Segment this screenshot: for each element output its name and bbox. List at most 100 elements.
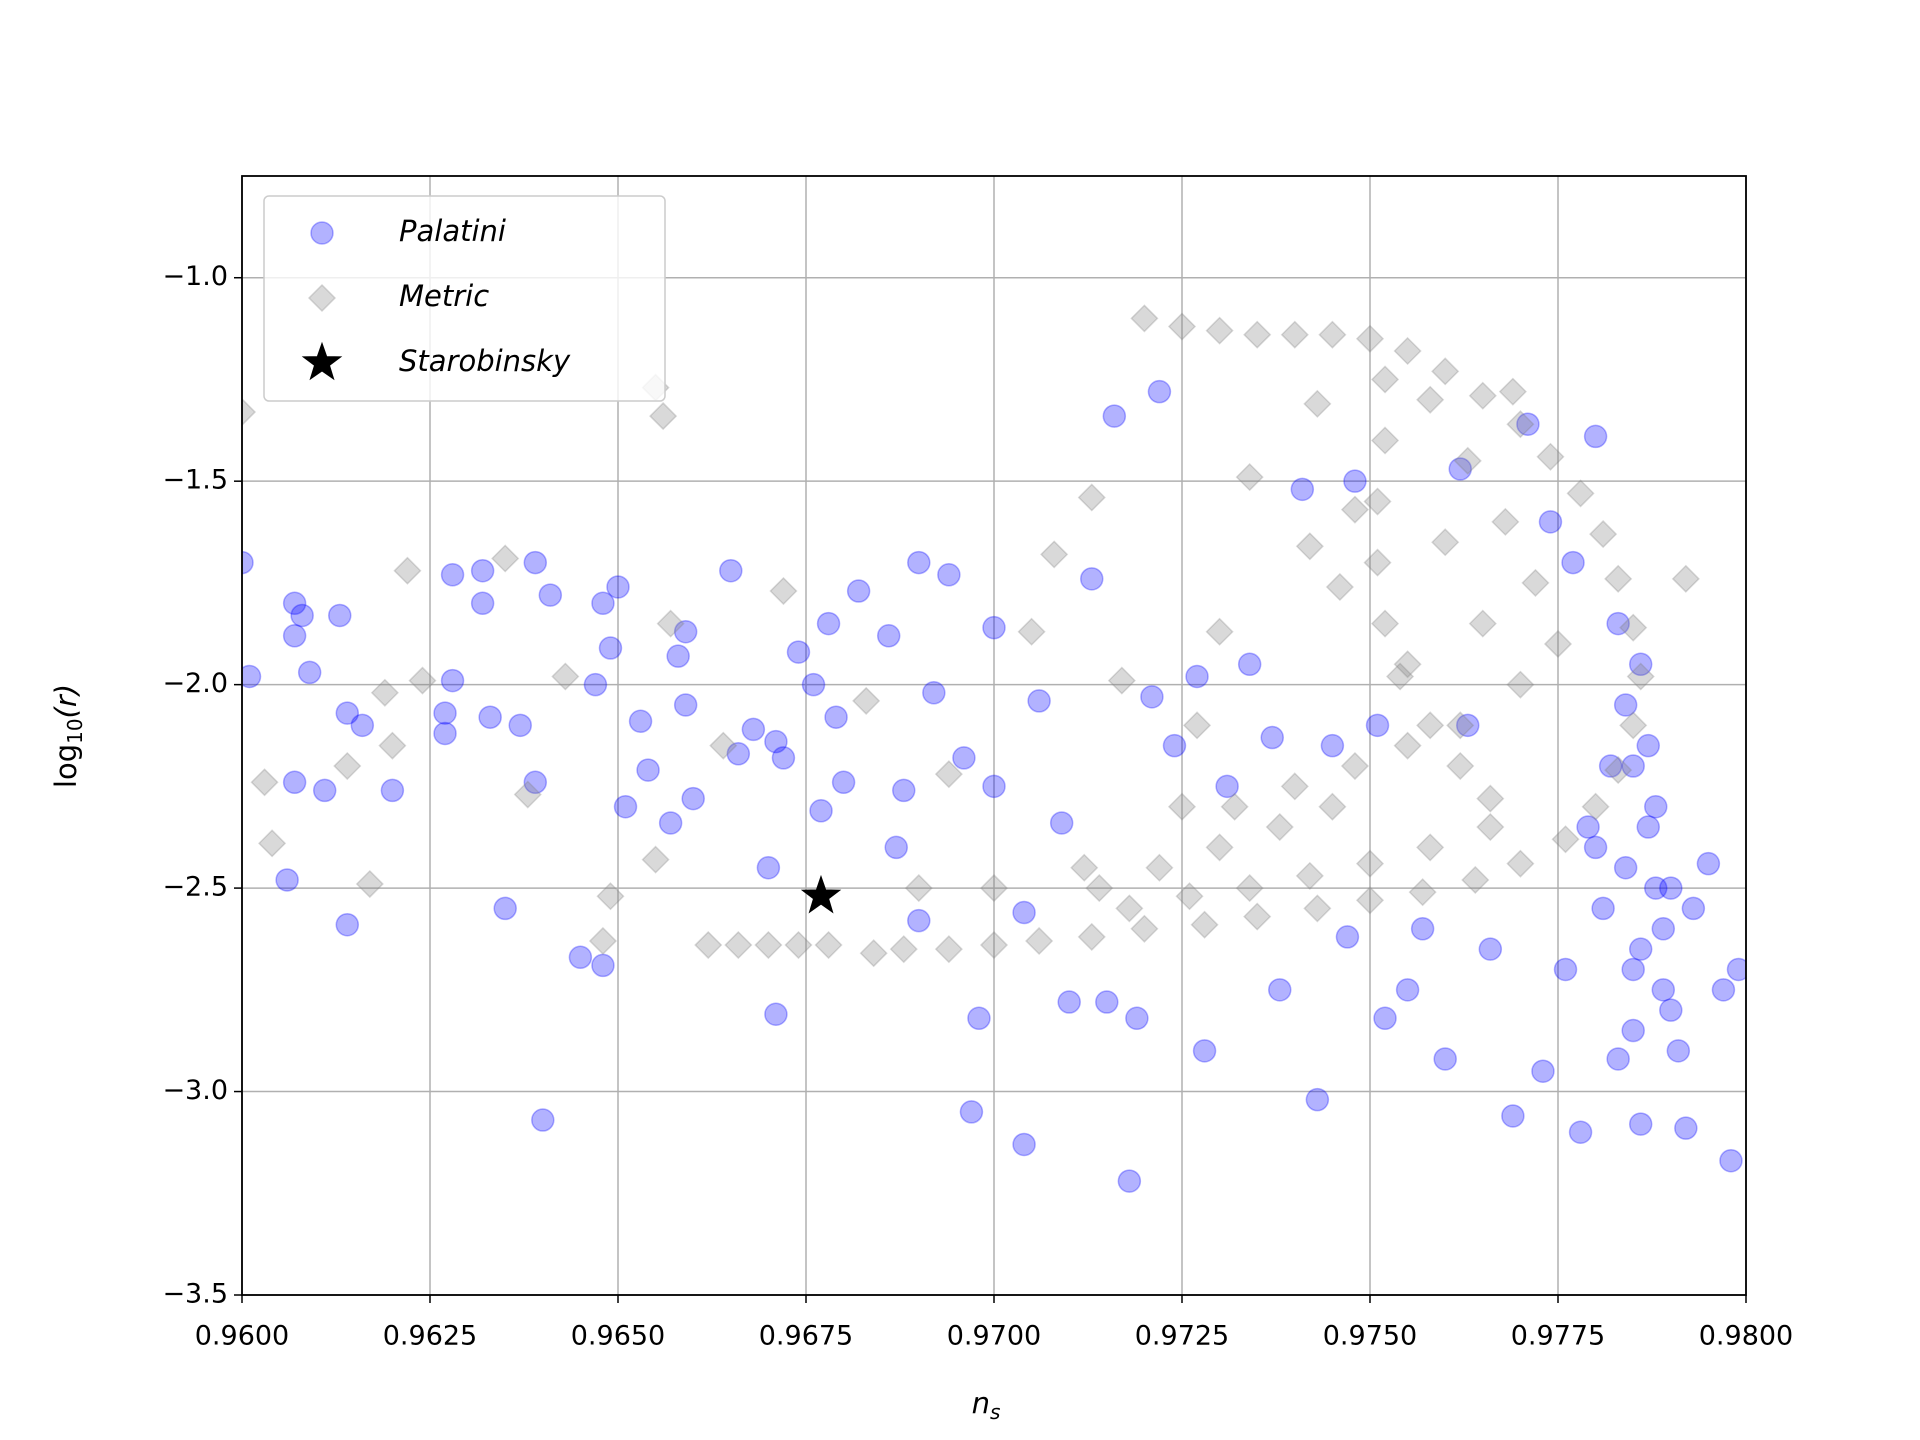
point	[1659, 998, 1683, 1022]
point	[859, 939, 888, 968]
point	[1260, 725, 1284, 750]
point	[591, 591, 615, 616]
point	[297, 660, 322, 685]
point	[1644, 876, 1668, 900]
point	[470, 558, 495, 583]
point	[1583, 835, 1608, 860]
x-tick-label: 0.9600	[195, 1321, 289, 1352]
point	[1130, 304, 1159, 333]
point	[1205, 833, 1234, 862]
point	[1456, 713, 1480, 738]
point	[1681, 896, 1706, 921]
point	[658, 811, 683, 835]
point	[982, 615, 1006, 640]
point	[1393, 731, 1422, 760]
legend-marker	[301, 341, 343, 381]
point	[852, 686, 881, 715]
point	[1468, 381, 1497, 410]
point	[846, 579, 871, 603]
point	[1340, 495, 1370, 524]
point	[1145, 853, 1174, 882]
point	[814, 930, 843, 960]
point	[1598, 754, 1623, 778]
point	[1080, 567, 1104, 591]
point	[1130, 914, 1159, 943]
point	[1290, 477, 1315, 502]
point	[1395, 978, 1420, 1002]
point	[1581, 792, 1610, 821]
point	[889, 935, 918, 964]
legend-label: Starobinsky	[399, 344, 571, 378]
point	[786, 640, 811, 664]
point	[1468, 609, 1497, 638]
point	[764, 729, 788, 754]
point	[724, 930, 753, 960]
point	[1498, 377, 1527, 406]
points	[242, 304, 1746, 1193]
point	[1192, 1039, 1217, 1063]
point	[1095, 990, 1119, 1014]
point	[1295, 532, 1324, 561]
point	[470, 591, 495, 616]
point	[1185, 664, 1209, 689]
point	[1408, 878, 1437, 907]
point	[1726, 957, 1746, 982]
point	[1521, 568, 1550, 597]
point	[1305, 1087, 1330, 1112]
point	[1320, 733, 1345, 758]
point	[907, 908, 931, 933]
x-label-main: n	[972, 1386, 990, 1420]
point	[1621, 957, 1645, 982]
point	[1606, 611, 1630, 636]
point	[378, 731, 407, 760]
point	[1363, 548, 1392, 577]
point	[934, 935, 963, 964]
point	[1125, 1006, 1149, 1031]
point	[816, 611, 841, 636]
point	[1140, 685, 1164, 709]
point	[1659, 876, 1683, 900]
point	[1280, 320, 1309, 349]
point	[355, 869, 384, 899]
point	[598, 636, 623, 660]
point	[1506, 670, 1535, 699]
point	[606, 575, 630, 599]
point	[1576, 815, 1600, 839]
y-axis-label: log10(r)	[49, 684, 87, 788]
point	[979, 930, 1009, 960]
point	[282, 770, 307, 795]
point	[1461, 865, 1490, 895]
legend-label: Palatini	[399, 214, 506, 248]
point	[694, 930, 723, 960]
point	[290, 603, 314, 628]
point	[440, 563, 465, 587]
point	[1167, 792, 1197, 821]
point	[1410, 917, 1435, 941]
point	[1370, 609, 1400, 638]
point	[1446, 711, 1475, 740]
point	[491, 544, 520, 573]
point	[1147, 379, 1172, 404]
point	[1448, 457, 1472, 481]
point	[1711, 978, 1736, 1002]
point	[1393, 336, 1422, 366]
point	[370, 678, 399, 707]
point	[1506, 849, 1535, 878]
point	[1628, 937, 1653, 961]
point	[628, 709, 653, 734]
point	[531, 1108, 555, 1132]
point	[1012, 900, 1036, 925]
point	[1393, 650, 1422, 679]
point	[1318, 320, 1347, 349]
point	[613, 794, 638, 819]
y-tick-label: −2.5	[162, 872, 228, 903]
point	[1017, 617, 1046, 646]
x-tick-label: 0.9800	[1699, 1321, 1793, 1352]
point	[1363, 487, 1392, 516]
point	[1553, 957, 1578, 982]
point	[551, 662, 580, 691]
point	[1536, 442, 1565, 471]
point	[380, 778, 405, 803]
point	[1476, 812, 1505, 842]
point	[1619, 711, 1648, 740]
